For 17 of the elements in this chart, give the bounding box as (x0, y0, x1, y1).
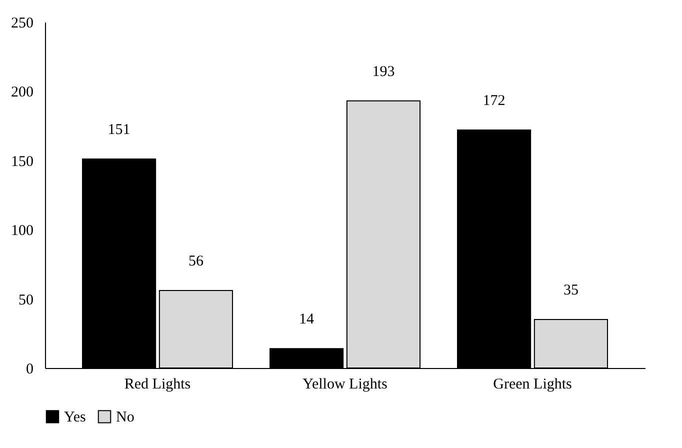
y-tick-label: 100 (11, 223, 34, 240)
y-tick-label: 150 (11, 154, 34, 170)
data-label: 35 (563, 282, 578, 299)
data-label: 14 (299, 312, 315, 328)
data-label: 172 (482, 92, 506, 109)
x-tick-label: Red Lights (124, 376, 191, 392)
x-tick-label: Green Lights (493, 376, 572, 392)
x-tick-label: Yellow Lights (302, 376, 388, 392)
y-tick-label: 200 (11, 84, 34, 101)
y-tick-label: 250 (11, 16, 34, 32)
legend-label: Yes (64, 410, 86, 426)
y-tick-label: 0 (26, 362, 34, 378)
data-label: 193 (372, 64, 395, 80)
legend-label: No (116, 410, 134, 426)
data-label: 151 (108, 122, 130, 138)
y-tick-label: 50 (18, 292, 34, 308)
data-label: 56 (188, 253, 204, 270)
